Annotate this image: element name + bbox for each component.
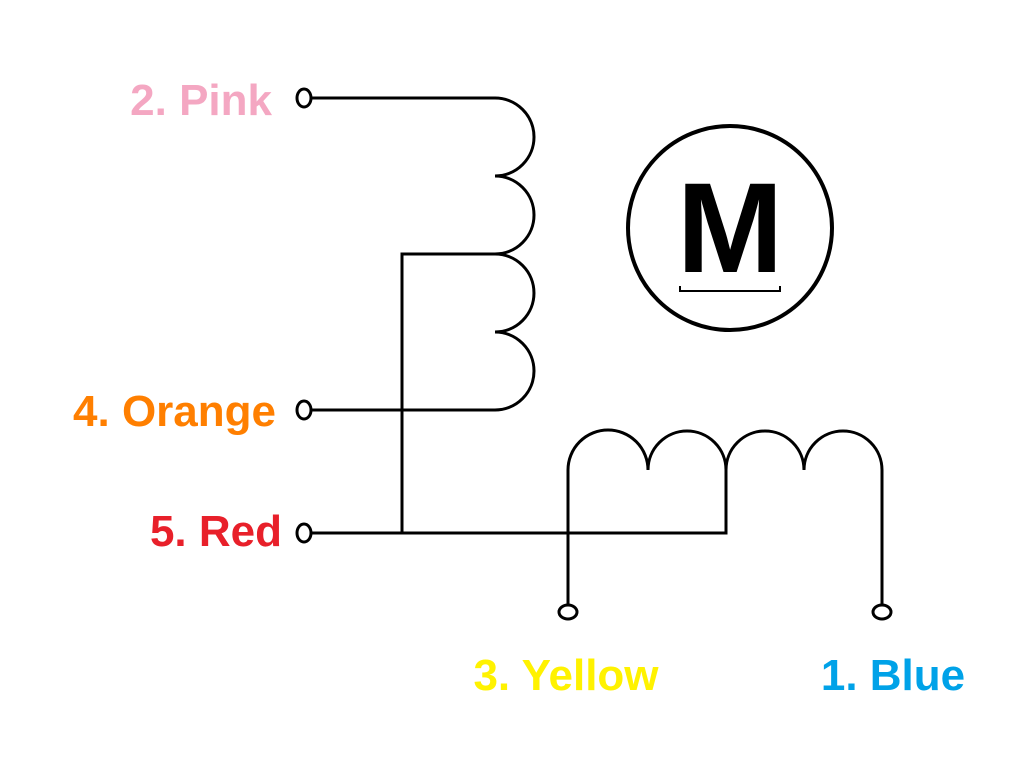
motor-letter: M — [677, 157, 784, 300]
red-wire-label: 5. Red — [150, 507, 282, 556]
red-lead-wire — [312, 470, 728, 535]
motor-underline-bracket — [679, 286, 781, 292]
pink-terminal — [295, 87, 313, 109]
blue-wire-label: 1. Blue — [821, 651, 965, 700]
horizontal-coil-windings — [566, 428, 884, 471]
yellow-terminal — [557, 603, 579, 621]
pink-wire-label: 2. Pink — [130, 76, 272, 125]
vertical-coil — [312, 96, 536, 533]
horizontal-coil — [312, 428, 884, 604]
motor-circle — [626, 124, 834, 332]
terminals — [295, 87, 893, 621]
orange-wire-label: 4. Orange — [73, 387, 276, 436]
blue-terminal — [871, 603, 893, 621]
orange-terminal — [295, 399, 313, 421]
vertical-coil-windings — [494, 96, 536, 412]
yellow-wire-label: 3. Yellow — [473, 651, 659, 700]
motor-symbol: M — [626, 124, 834, 332]
red-terminal — [295, 522, 313, 544]
vertical-center-tap — [400, 252, 495, 533]
